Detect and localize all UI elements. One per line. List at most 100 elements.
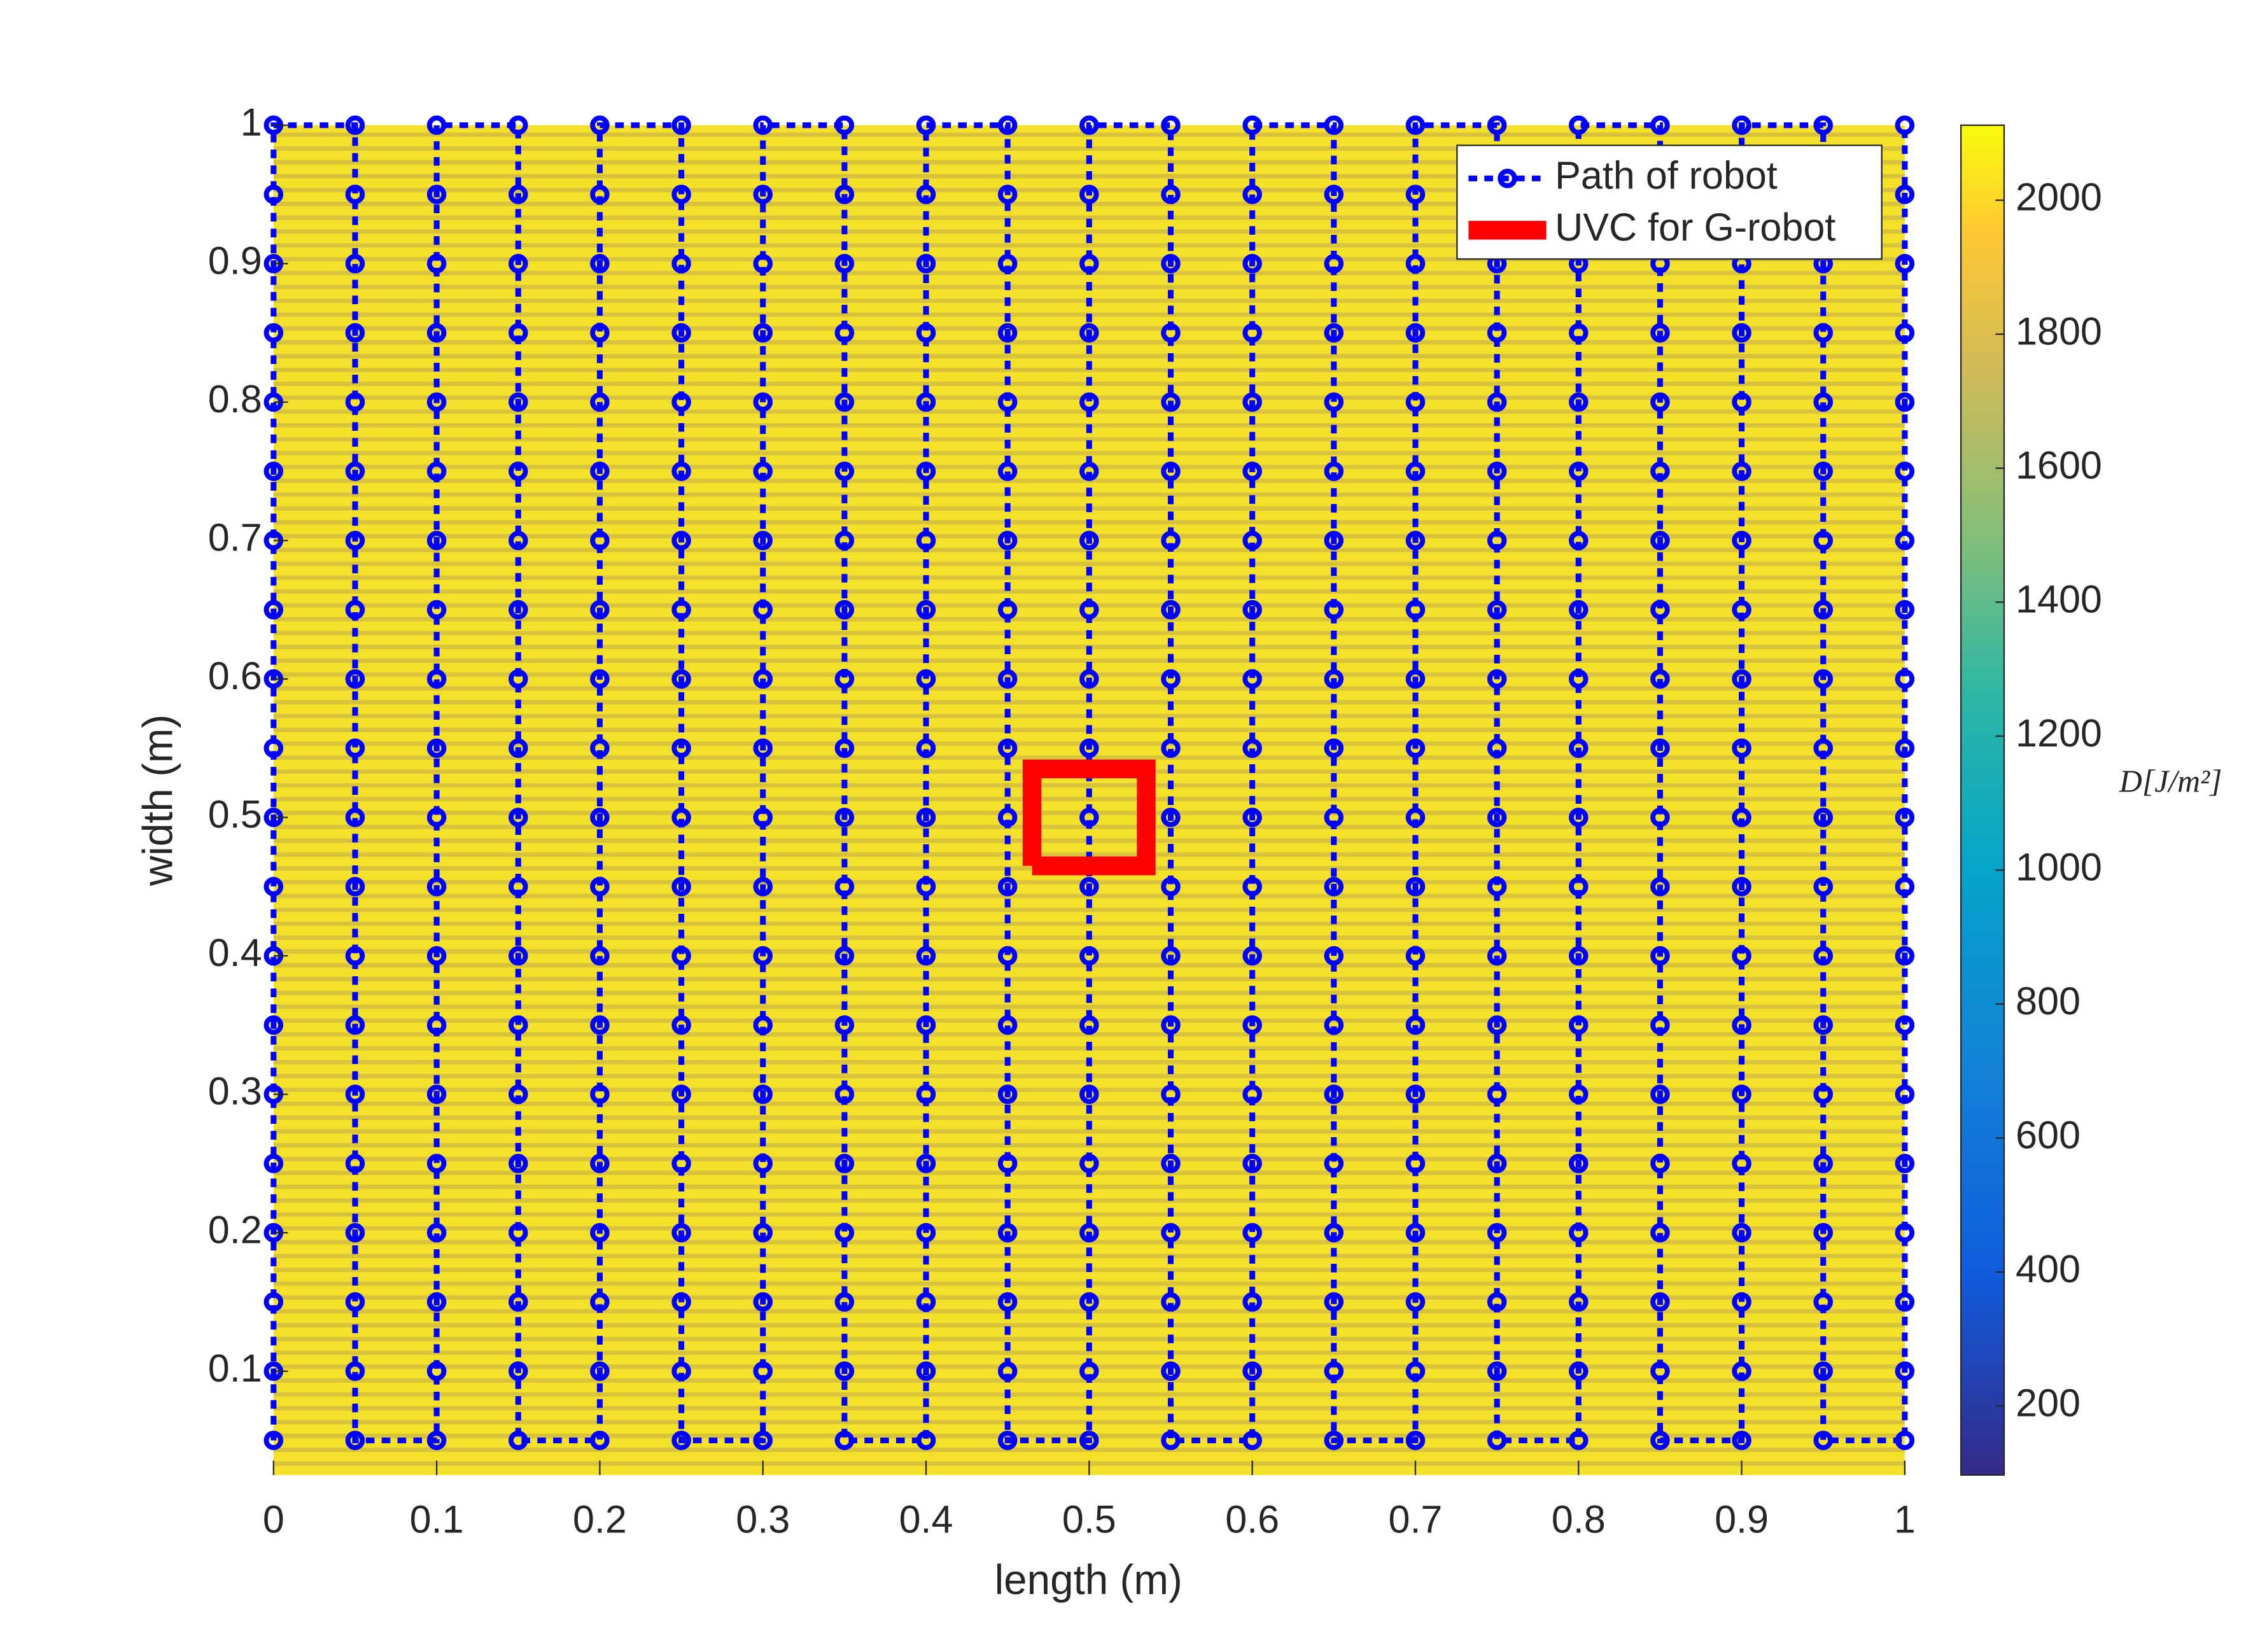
path-marker <box>671 669 691 689</box>
path-marker <box>1079 808 1099 827</box>
path-marker <box>1487 323 1507 343</box>
path-marker <box>1242 1361 1262 1381</box>
path-marker <box>509 392 528 412</box>
path-marker <box>345 323 365 343</box>
path-marker <box>1895 392 1915 412</box>
path-marker <box>1324 1292 1344 1312</box>
path-marker <box>345 946 365 966</box>
path-marker <box>590 877 610 897</box>
path-marker <box>509 946 528 966</box>
path-marker <box>1650 1084 1670 1104</box>
path-marker <box>509 738 528 758</box>
path-marker <box>1161 1292 1181 1312</box>
path-marker <box>590 531 610 550</box>
y-tick-label: 0.3 <box>208 1070 262 1113</box>
path-marker <box>590 115 610 135</box>
path-marker <box>509 1222 528 1243</box>
path-marker <box>997 115 1018 135</box>
colorbar-tick-label: 1000 <box>2016 845 2102 888</box>
path-marker <box>1895 1222 1915 1243</box>
path-marker <box>916 1431 936 1450</box>
path-marker <box>1895 461 1915 481</box>
legend-label: UVC for G-robot <box>1555 206 1835 249</box>
path-marker <box>1487 1361 1507 1381</box>
path-marker <box>1161 1222 1181 1243</box>
path-marker <box>1568 1154 1589 1173</box>
path-marker <box>1161 531 1181 550</box>
path-marker <box>916 599 936 620</box>
y-tick-label: 0.9 <box>208 239 262 282</box>
path-marker <box>509 1084 528 1104</box>
path-marker <box>1079 1084 1099 1104</box>
path-marker <box>509 1431 528 1450</box>
path-marker <box>1813 669 1833 689</box>
path-marker <box>671 1361 691 1381</box>
path-marker <box>1079 185 1099 204</box>
path-marker <box>1079 1222 1099 1243</box>
path-marker <box>1242 461 1262 481</box>
path-marker <box>997 1431 1018 1450</box>
path-marker <box>1079 669 1099 689</box>
path-marker <box>1568 808 1589 827</box>
path-marker <box>426 1292 447 1312</box>
path-marker <box>263 1431 284 1450</box>
path-marker <box>345 1431 365 1450</box>
path-marker <box>916 392 936 412</box>
path-marker <box>345 1015 365 1035</box>
path-marker <box>997 185 1018 204</box>
path-marker <box>345 1292 365 1312</box>
path-marker <box>1405 808 1426 827</box>
path-marker <box>590 669 610 689</box>
path-marker <box>263 1292 284 1312</box>
path-marker <box>753 669 773 689</box>
path-marker <box>1487 1015 1507 1035</box>
path-marker <box>1813 1431 1833 1450</box>
path-marker <box>426 1084 447 1104</box>
path-marker <box>671 1154 691 1173</box>
path-marker <box>671 1431 691 1450</box>
path-marker <box>753 599 773 620</box>
path-marker <box>1813 1154 1833 1173</box>
path-marker <box>834 669 855 689</box>
path-marker <box>1405 946 1426 966</box>
path-marker <box>1650 599 1670 620</box>
path-marker <box>671 1222 691 1243</box>
path-marker <box>1405 323 1426 343</box>
path-marker <box>1813 392 1833 412</box>
path-marker <box>1487 599 1507 620</box>
path-marker <box>834 808 855 827</box>
path-marker <box>1242 738 1262 758</box>
path-marker <box>916 1292 936 1312</box>
path-marker <box>509 808 528 827</box>
path-marker <box>834 1431 855 1450</box>
path-marker <box>1487 115 1507 135</box>
path-marker <box>1079 254 1099 274</box>
y-tick-label: 0.6 <box>208 654 262 697</box>
path-marker <box>1650 1222 1670 1243</box>
path-marker <box>671 115 691 135</box>
path-marker <box>671 1015 691 1035</box>
path-marker <box>1161 808 1181 827</box>
path-marker <box>1813 1015 1833 1035</box>
path-marker <box>1324 1154 1344 1173</box>
path-marker <box>1079 1292 1099 1312</box>
path-marker <box>1324 531 1344 550</box>
path-marker <box>671 946 691 966</box>
path-marker <box>1813 808 1833 827</box>
path-marker <box>1079 1154 1099 1173</box>
path-marker <box>426 392 447 412</box>
path-marker <box>1732 1015 1751 1035</box>
path-marker <box>753 1084 773 1104</box>
x-tick-label: 0.5 <box>1062 1498 1116 1541</box>
path-marker <box>1650 946 1670 966</box>
path-marker <box>590 392 610 412</box>
path-marker <box>263 323 284 343</box>
path-marker <box>1732 599 1751 620</box>
path-marker <box>590 1154 610 1173</box>
path-marker <box>426 1015 447 1035</box>
colorbar-tick-label: 1600 <box>2016 444 2102 487</box>
path-marker <box>509 1015 528 1035</box>
path-marker <box>671 808 691 827</box>
path-marker <box>753 254 773 274</box>
